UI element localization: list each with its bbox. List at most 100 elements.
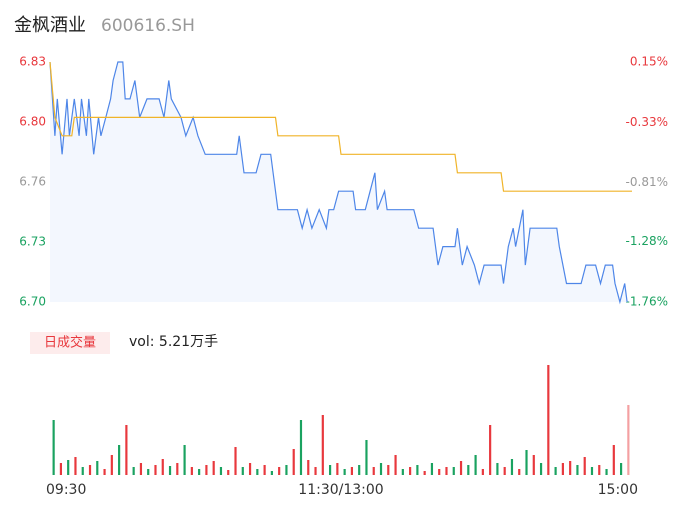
volume-bar [510, 459, 514, 475]
y2-tick-label: -0.81% [626, 175, 668, 189]
volume-bar [561, 463, 564, 475]
price-line [49, 61, 628, 305]
volume-bar [328, 465, 332, 475]
volume-bar [430, 463, 434, 475]
volume-bar [125, 425, 128, 475]
x-tick-label: 11:30/13:00 [298, 482, 383, 498]
volume-bar [176, 463, 179, 475]
volume-bar [147, 469, 150, 475]
volume-bar [263, 465, 266, 475]
volume-bar [547, 365, 550, 475]
y2-tick-label: -0.33% [626, 115, 668, 129]
volume-bar [583, 457, 586, 475]
volume-bar [619, 463, 623, 475]
volume-bar [314, 467, 317, 475]
average-line [49, 61, 632, 192]
volume-bar [481, 469, 484, 475]
volume-bar [227, 470, 230, 475]
volume-bar [81, 467, 84, 475]
volume-bar [379, 463, 383, 475]
volume-bar [241, 467, 244, 475]
volume-bar [539, 463, 543, 475]
volume-bar [292, 449, 295, 475]
volume-bar [372, 467, 375, 475]
volume-bar [278, 467, 281, 475]
y2-tick-label: -1.28% [626, 234, 668, 248]
volume-bar [474, 455, 477, 475]
y-tick-label: 6.73 [19, 235, 46, 249]
volume-label: vol: 5.21万手 [129, 334, 218, 350]
volume-bar [110, 455, 113, 475]
volume-bar [161, 459, 164, 475]
volume-bar [401, 469, 404, 475]
volume-bar [219, 467, 223, 475]
y2-tick-label: 0.15% [630, 55, 668, 69]
y-tick-label: 6.76 [19, 175, 46, 189]
volume-bar [299, 420, 303, 475]
volume-bar [96, 461, 99, 475]
volume-bar [423, 471, 426, 475]
volume-bar [139, 463, 143, 475]
volume-bar [358, 465, 361, 475]
volume-bar [67, 460, 70, 475]
volume-bar [569, 461, 572, 475]
volume-bar [285, 465, 288, 475]
volume-bar [387, 465, 390, 475]
volume-bar [183, 445, 186, 475]
volume-bar [554, 467, 557, 475]
y2-tick-label: -1.76% [626, 295, 668, 309]
x-tick-label: 09:30 [46, 482, 86, 498]
volume-bar [605, 469, 608, 475]
volume-bar [256, 469, 259, 475]
volume-bar [627, 405, 630, 475]
volume-bar [154, 465, 157, 475]
volume-bar [212, 461, 215, 475]
volume-bar [321, 415, 324, 475]
volume-bar [489, 425, 492, 475]
volume-bar [438, 469, 441, 475]
volume-bar [590, 467, 594, 475]
volume-bar [248, 463, 252, 475]
volume-bar [496, 463, 499, 475]
x-tick-label: 15:00 [598, 482, 638, 498]
y-tick-label: 6.83 [19, 55, 46, 69]
volume-bar [118, 445, 121, 475]
volume-bar [445, 467, 448, 475]
volume-bar [103, 469, 106, 475]
volume-bar [132, 467, 135, 475]
volume-bar [416, 465, 419, 475]
volume-bar [270, 471, 273, 475]
volume-bar [503, 467, 506, 475]
volume-bar [350, 467, 354, 475]
volume-bar [409, 467, 412, 475]
y-tick-label: 6.80 [19, 115, 46, 129]
volume-bar [365, 440, 368, 475]
volume-bar [518, 469, 521, 475]
volume-bar [74, 457, 77, 475]
volume-bar [467, 465, 470, 475]
volume-bar [205, 465, 208, 475]
volume-bar [59, 463, 63, 475]
volume-bar [459, 461, 463, 475]
volume-bar [612, 445, 615, 475]
volume-bar [452, 467, 455, 475]
volume-bar [198, 469, 201, 475]
volume-badge-bg [30, 332, 110, 354]
y-tick-label: 6.70 [19, 295, 46, 309]
stock-name: 金枫酒业 [14, 15, 86, 36]
volume-bar [190, 467, 193, 475]
volume-bar [525, 450, 528, 475]
volume-bar [88, 465, 92, 475]
volume-bar [598, 465, 601, 475]
volume-bar [532, 455, 535, 475]
stock-code: 600616.SH [101, 16, 195, 36]
volume-bar [307, 460, 310, 475]
volume-bar [336, 463, 339, 475]
volume-bar [576, 465, 579, 475]
volume-badge: 日成交量 [44, 335, 96, 351]
volume-bar [394, 455, 397, 475]
volume-bar [343, 469, 346, 475]
volume-bar [52, 420, 55, 475]
volume-bar [168, 466, 172, 475]
